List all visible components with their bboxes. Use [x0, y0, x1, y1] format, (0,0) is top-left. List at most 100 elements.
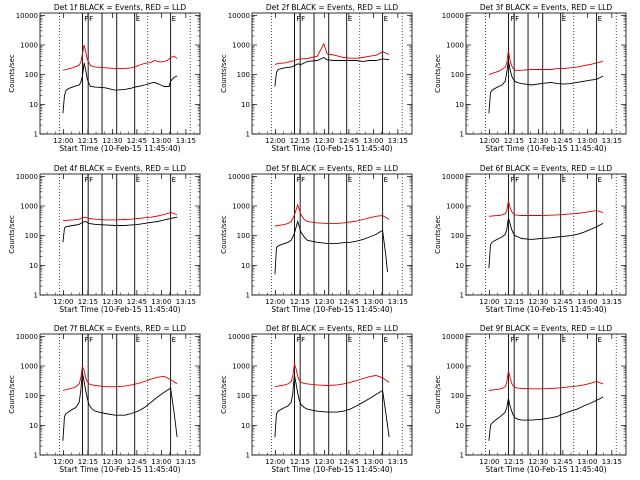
x-tick-label: 12:30 [314, 458, 334, 466]
detector-panel-1: Det 1f BLACK = Events, RED = LLD F F E E 1 10 1… [8, 3, 201, 153]
lld-series-line [274, 42, 390, 65]
x-tick-label: 13:15 [602, 298, 622, 306]
lld-series-line [62, 365, 178, 391]
y-axis-label: Counts/sec [434, 215, 442, 254]
x-axis-label: Start Time (10-Feb-15 11:45:40) [59, 305, 180, 314]
y-tick-label: 10000 [442, 12, 464, 20]
y-tick-label: 1 [34, 131, 38, 139]
y-tick-label: 1 [246, 452, 250, 460]
events-series-line [62, 62, 178, 114]
panel-title: Det 4f BLACK = Events, RED = LLD [54, 164, 187, 173]
y-axis-label: Counts/sec [434, 54, 442, 93]
flag-label: F [296, 336, 300, 344]
x-axis-label: Start Time (10-Feb-15 11:45:40) [271, 305, 392, 314]
y-tick-label: 1000 [232, 203, 250, 211]
plot-frame [465, 333, 627, 456]
x-tick-label: 13:00 [363, 458, 383, 466]
lld-series-line [488, 200, 604, 217]
flag-label: E [348, 15, 352, 23]
y-tick-label: 100 [451, 71, 464, 79]
x-tick-label: 13:15 [176, 298, 196, 306]
x-tick-label: 13:00 [577, 458, 597, 466]
y-tick-label: 1 [34, 292, 38, 300]
y-tick-label: 1000 [20, 363, 38, 371]
x-tick-label: 12:15 [504, 298, 524, 306]
x-tick-label: 12:15 [290, 137, 310, 145]
y-tick-label: 1 [460, 292, 464, 300]
y-tick-label: 1 [34, 452, 38, 460]
flag-label: F [296, 176, 300, 184]
y-tick-label: 100 [237, 392, 250, 400]
flag-label: E [172, 15, 176, 23]
detector-panel-7: Det 7f BLACK = Events, RED = LLD F F E E 1 10 1… [8, 324, 201, 474]
x-tick-label: 12:30 [102, 298, 122, 306]
x-axis-label: Start Time (10-Feb-15 11:45:40) [485, 465, 606, 474]
plot-frame [251, 333, 413, 456]
detector-panel-8: Det 8f BLACK = Events, RED = LLD F F E E 1 10 1… [220, 324, 413, 474]
x-tick-label: 12:30 [314, 137, 334, 145]
lld-series-line [488, 370, 604, 391]
flag-label: F [510, 15, 514, 23]
lld-series-line [62, 212, 178, 222]
y-axis-label: Counts/sec [220, 54, 228, 93]
detector-panel-6: Det 6f BLACK = Events, RED = LLD F F E E 1 10 1… [434, 164, 627, 314]
panel-title: Det 3f BLACK = Events, RED = LLD [480, 3, 613, 12]
y-tick-label: 1 [460, 452, 464, 460]
panel-title: Det 5f BLACK = Events, RED = LLD [266, 164, 399, 173]
flag-label: E [172, 336, 176, 344]
x-tick-label: 13:00 [363, 298, 383, 306]
x-tick-label: 12:30 [102, 137, 122, 145]
flag-label: E [384, 176, 388, 184]
y-tick-label: 10000 [16, 12, 38, 20]
detector-panel-3: Det 3f BLACK = Events, RED = LLD F F E E 1 10 1… [434, 3, 627, 153]
flag-label: F [510, 336, 514, 344]
y-tick-label: 10000 [228, 173, 250, 181]
flag-label: E [598, 176, 602, 184]
x-tick-label: 12:30 [528, 137, 548, 145]
y-tick-label: 10 [241, 422, 250, 430]
x-axis-label: Start Time (10-Feb-15 11:45:40) [271, 465, 392, 474]
y-tick-label: 10 [455, 422, 464, 430]
x-tick-label: 12:45 [127, 298, 147, 306]
plot-frame [465, 173, 627, 296]
x-tick-label: 13:15 [602, 458, 622, 466]
y-tick-label: 100 [25, 232, 38, 240]
x-tick-label: 12:00 [265, 298, 285, 306]
flag-label: E [136, 336, 140, 344]
x-tick-label: 12:30 [102, 458, 122, 466]
x-tick-label: 12:15 [504, 458, 524, 466]
x-tick-label: 12:15 [78, 298, 98, 306]
x-tick-label: 13:00 [151, 458, 171, 466]
flag-label: E [172, 176, 176, 184]
x-tick-label: 13:15 [388, 137, 408, 145]
x-tick-label: 12:15 [290, 458, 310, 466]
x-tick-label: 12:45 [127, 458, 147, 466]
panel-title: Det 2f BLACK = Events, RED = LLD [266, 3, 399, 12]
y-tick-label: 100 [25, 392, 38, 400]
y-tick-label: 10 [241, 101, 250, 109]
events-series-line [274, 219, 388, 275]
x-tick-label: 12:00 [53, 298, 73, 306]
y-tick-label: 100 [237, 232, 250, 240]
x-tick-label: 12:00 [53, 137, 73, 145]
x-tick-label: 12:45 [553, 298, 573, 306]
x-tick-label: 13:00 [151, 137, 171, 145]
x-tick-label: 12:45 [127, 137, 147, 145]
events-series-line [62, 216, 178, 243]
lld-series-line [274, 363, 390, 388]
x-tick-label: 12:30 [528, 298, 548, 306]
x-tick-label: 12:15 [78, 458, 98, 466]
panel-title: Det 8f BLACK = Events, RED = LLD [266, 324, 399, 333]
panel-title: Det 6f BLACK = Events, RED = LLD [480, 164, 613, 173]
lld-series-line [488, 50, 604, 76]
y-tick-label: 100 [451, 232, 464, 240]
y-tick-label: 100 [237, 71, 250, 79]
y-tick-label: 10000 [16, 173, 38, 181]
flag-label: E [562, 15, 566, 23]
events-series-line [62, 372, 178, 441]
y-tick-label: 1000 [446, 203, 464, 211]
flag-label: E [348, 336, 352, 344]
events-series-line [488, 60, 604, 114]
flag-label: F [510, 176, 514, 184]
